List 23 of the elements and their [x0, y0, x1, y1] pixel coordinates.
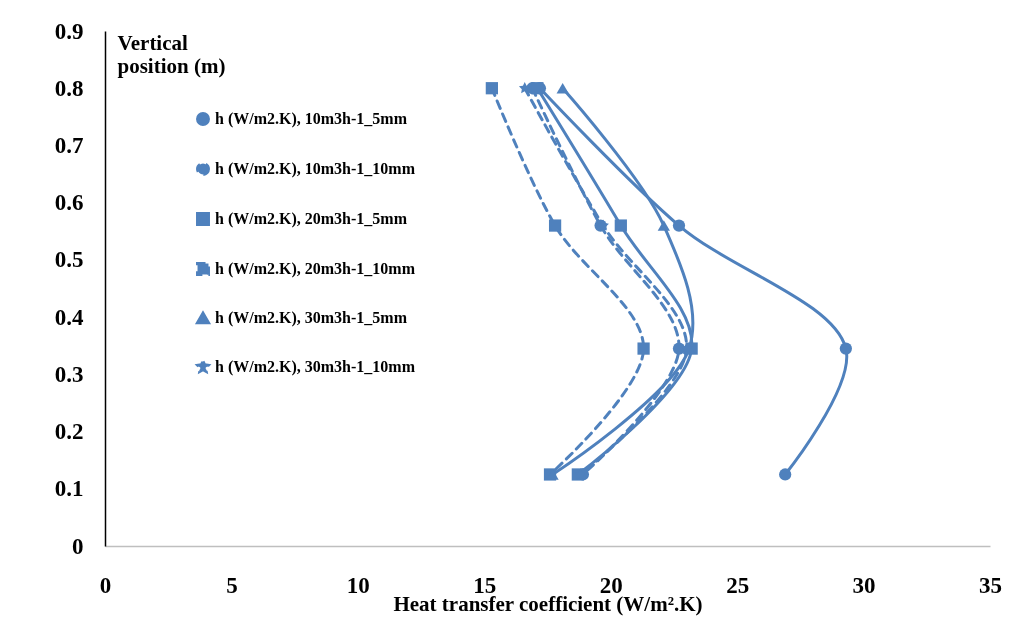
y-axis-title: Vertical position (m) [117, 30, 226, 78]
legend-label: h (W/m2.K), 30m3h-1_10mm [215, 358, 416, 376]
x-tick-label: 10 [346, 572, 370, 598]
x-tick-label: 5 [226, 572, 238, 598]
x-tick-label: 0 [99, 572, 112, 598]
x-tick-label: 35 [979, 572, 1002, 598]
legend-label: h (W/m2.K), 30m3h-1_5mm [215, 309, 408, 327]
legend-label: h (W/m2.K), 10m3h-1_10mm [215, 160, 416, 178]
y-tick-label: 0.7 [54, 132, 84, 158]
legend-label: h (W/m2.K), 10m3h-1_5mm [215, 110, 408, 128]
y-tick-label: 0 [72, 533, 84, 559]
legend-label: h (W/m2.K), 20m3h-1_5mm [215, 210, 408, 228]
y-tick-label: 0.2 [54, 419, 84, 445]
y-tick-label: 0.3 [54, 361, 84, 387]
x-tick-label: 25 [726, 572, 750, 598]
y-tick-label: 0.6 [54, 190, 84, 216]
legend-label: h (W/m2.K), 20m3h-1_10mm [215, 260, 416, 278]
y-tick-label: 0.5 [54, 247, 84, 273]
y-tick-label: 0.1 [54, 476, 84, 502]
y-tick-label: 0.9 [54, 18, 84, 44]
x-tick-label: 30 [852, 572, 876, 598]
y-tick-label: 0.4 [54, 304, 84, 330]
y-tick-label: 0.8 [54, 75, 84, 101]
